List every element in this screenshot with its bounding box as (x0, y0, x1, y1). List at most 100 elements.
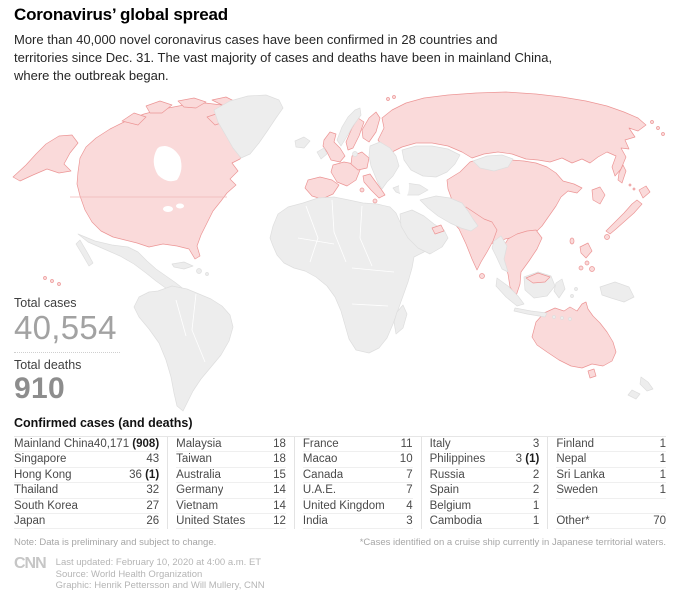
map-region-north-america (76, 102, 245, 260)
country-name: South Korea (14, 499, 78, 512)
map-region-south-korea (591, 186, 606, 205)
case-count: 32 (146, 484, 160, 497)
map-region-east-malaysia (525, 272, 551, 284)
map-region-denmark (352, 151, 358, 157)
map-region-sulawesi (553, 278, 566, 299)
country-name: Belgium (429, 499, 472, 512)
case-count: 3 (1) (515, 453, 540, 466)
country-name: Canada (302, 468, 344, 481)
table-row: Malaysia 18 (176, 437, 286, 453)
map-affected-regions (12, 91, 665, 379)
case-count: 36 (1) (129, 468, 160, 481)
subtitle-line: where the outbreak began. (14, 68, 169, 83)
table-row: Vietnam 14 (176, 499, 286, 514)
country-name: Italy (429, 438, 451, 450)
table-row: France 11 (302, 437, 413, 453)
cases-table-column: France 11 Macao 10 Canada 7 U.A.E. 7 United King… (295, 437, 422, 530)
map-region-arabia (399, 209, 449, 255)
table-row: Australia 15 (176, 468, 286, 484)
map-region-turkey (392, 182, 429, 196)
table-row (556, 499, 667, 514)
caspian-sea (399, 174, 409, 198)
country-name: Australia (176, 468, 221, 481)
table-row: Spain 2 (429, 483, 540, 499)
map-region-australia (531, 301, 617, 369)
map-region-greenland (213, 94, 284, 159)
map-region-mongolia (472, 154, 514, 172)
table-row: Macao 10 (302, 452, 413, 468)
country-name: Russia (429, 468, 465, 481)
table-row: Mainland China 40,171 (908) (14, 437, 160, 453)
table-row: Italy 3 (429, 437, 540, 453)
map-region-sri-lanka (479, 273, 485, 279)
total-deaths-value: 910 (14, 372, 65, 406)
map-region-united-kingdom (322, 131, 346, 163)
case-count: 4 (406, 499, 413, 512)
table-row: United Kingdom 4 (302, 499, 413, 514)
stats-divider (14, 352, 120, 354)
case-count: 1 (659, 468, 667, 481)
map-region-taiwan (569, 237, 575, 245)
credits: Last updated: February 10, 2020 at 4:00 … (56, 557, 265, 592)
table-row: Russia 2 (429, 468, 540, 484)
confirmed-cases-section: Confirmed cases (and deaths) Mainland Ch… (14, 416, 667, 530)
table-row: Nepal 1 (556, 452, 667, 468)
map-region-hawaii (43, 276, 61, 286)
total-deaths-label: Total deaths (14, 358, 82, 373)
map-region-alaska (12, 134, 79, 182)
death-count: (1) (522, 453, 540, 466)
map-region-caribbean (171, 261, 209, 276)
map-region-russia (377, 91, 647, 177)
map-region-norway (336, 107, 362, 147)
table-row: U.A.E. 7 (302, 483, 413, 499)
country-name: Taiwan (176, 453, 212, 466)
table-row: Cambodia 1 (429, 514, 540, 530)
country-name: Germany (176, 484, 224, 497)
country-name: Hong Kong (14, 468, 72, 481)
table-row: Hong Kong 36 (1) (14, 468, 160, 484)
totals-panel: Total cases 40,554 Total deaths 910 (14, 296, 126, 405)
map-region-sicily (372, 198, 378, 204)
page-title: Coronavirus’ global spread (14, 5, 228, 24)
country-name: Singapore (14, 453, 67, 466)
map-region-lesser-sunda (552, 287, 578, 321)
credit-line: Last updated: February 10, 2020 at 4:00 … (55, 557, 262, 568)
map-region-south-america (133, 285, 234, 412)
case-count: 40,171 (908) (93, 438, 160, 450)
case-count: 3 (406, 514, 413, 527)
map-region-sardinia (359, 187, 365, 193)
map-region-myanmar (491, 235, 509, 273)
case-count: 7 (406, 484, 413, 497)
case-count: 18 (273, 438, 286, 450)
note-left: Note: Data is preliminary and subject to… (14, 537, 217, 548)
world-map (0, 88, 680, 420)
map-region-africa (269, 196, 433, 354)
table-row: Canada 7 (302, 468, 413, 484)
table-row: Philippines 3 (1) (429, 452, 540, 468)
case-count: 14 (273, 484, 286, 497)
map-region-svalbard (386, 95, 396, 101)
map-region-sumatra (495, 277, 525, 307)
case-count: 12 (273, 514, 286, 527)
cases-table: Mainland China 40,171 (908) Singapore 4 3 Hon… (14, 436, 667, 530)
map-region-kazakhstan (401, 145, 461, 178)
country-name: Sri Lanka (556, 468, 605, 481)
case-count: 1 (659, 438, 667, 450)
map-region-france (330, 161, 361, 187)
subtitle-line: More than 40,000 novel coronavirus cases… (14, 32, 498, 47)
table-row: Sri Lanka 1 (556, 468, 667, 484)
map-region-sakhalin (617, 164, 627, 184)
map-region-ireland (316, 147, 328, 160)
country-name: Cambodia (429, 514, 483, 527)
subtitle-line: territories since Dec. 31. The vast majo… (14, 50, 553, 65)
country-name: Nepal (556, 453, 587, 466)
country-name: Thailand (14, 484, 59, 497)
case-count: 7 (406, 468, 413, 481)
table-title: Confirmed cases (and deaths) (14, 416, 193, 430)
map-region-new-guinea (599, 281, 635, 303)
country-name: India (302, 514, 328, 527)
map-region-madagascar (393, 304, 408, 335)
country-name: Finland (556, 438, 595, 450)
country-name: Spain (429, 484, 460, 497)
